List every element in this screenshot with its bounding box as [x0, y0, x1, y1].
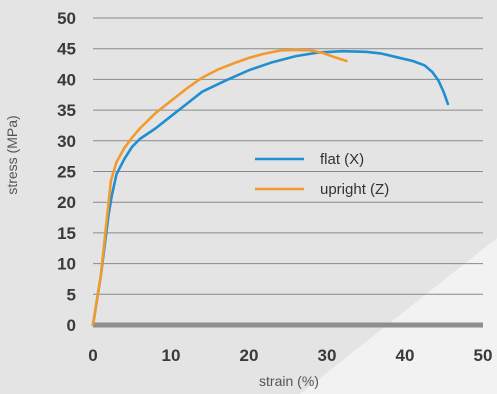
y-tick-label: 30 — [57, 132, 76, 151]
legend: flat (X) upright (Z) — [255, 151, 389, 198]
x-tick-label: 50 — [474, 346, 493, 365]
background-diagonal-shape — [300, 238, 497, 394]
y-axis-label: stress (MPa) — [4, 115, 20, 194]
y-tick-label: 5 — [67, 285, 76, 304]
y-tick-label: 0 — [67, 316, 76, 335]
y-tick-label: 10 — [57, 255, 76, 274]
x-tick-label: 40 — [396, 346, 415, 365]
x-tick-labels: 0 10 20 30 40 50 — [88, 346, 492, 365]
grid-lines — [93, 17, 483, 328]
y-tick-label: 40 — [57, 70, 76, 89]
series-lines — [91, 48, 450, 327]
legend-label: flat (X) — [320, 151, 364, 168]
legend-label: upright (Z) — [320, 181, 389, 198]
x-tick-label: 30 — [318, 346, 337, 365]
x-axis-label: strain (%) — [259, 373, 319, 389]
y-tick-label: 20 — [57, 193, 76, 212]
series-line-2 — [91, 48, 348, 327]
y-tick-labels: 0 5 10 15 20 25 30 35 40 45 50 — [57, 9, 76, 335]
y-tick-label: 25 — [57, 163, 76, 182]
y-tick-label: 45 — [57, 40, 76, 59]
x-tick-label: 10 — [162, 346, 181, 365]
x-tick-label: 20 — [240, 346, 259, 365]
y-tick-label: 15 — [57, 224, 76, 243]
x-tick-label: 0 — [88, 346, 97, 365]
series-line-1 — [91, 49, 450, 327]
y-tick-label: 35 — [57, 101, 76, 120]
y-tick-label: 50 — [57, 9, 76, 28]
